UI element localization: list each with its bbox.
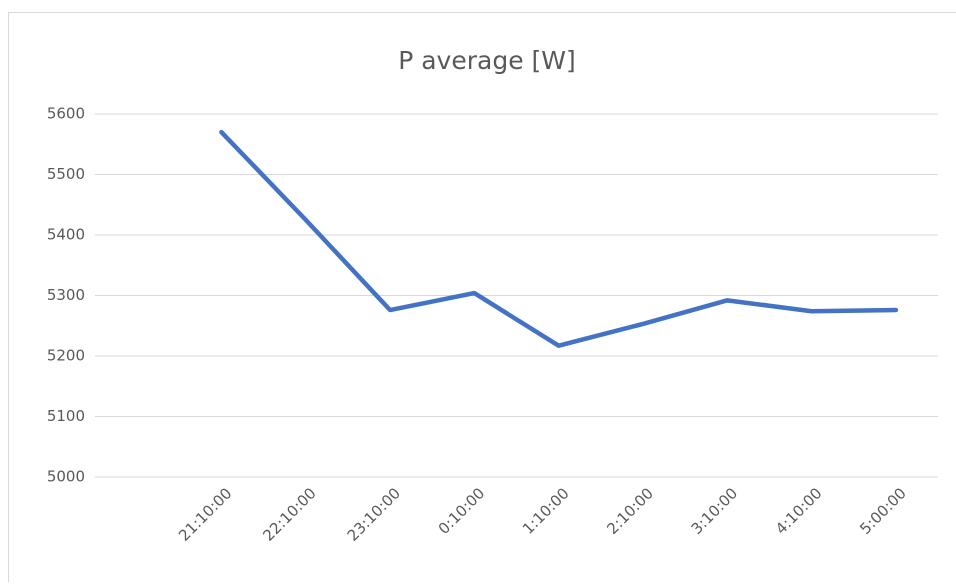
- chart-title: P average [W]: [398, 46, 576, 75]
- y-tick-label: 5000: [47, 468, 85, 486]
- y-tick-label: 5400: [47, 226, 85, 244]
- y-tick-label: 5100: [47, 407, 85, 425]
- y-tick-label: 5300: [47, 286, 85, 304]
- y-tick-label: 5200: [47, 347, 85, 365]
- y-tick-label: 5600: [47, 105, 85, 123]
- y-tick-label: 5500: [47, 165, 85, 183]
